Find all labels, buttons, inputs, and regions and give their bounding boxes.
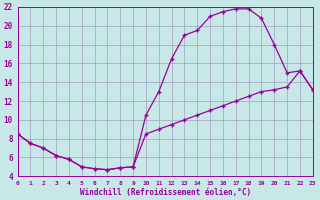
X-axis label: Windchill (Refroidissement éolien,°C): Windchill (Refroidissement éolien,°C) [80,188,251,197]
